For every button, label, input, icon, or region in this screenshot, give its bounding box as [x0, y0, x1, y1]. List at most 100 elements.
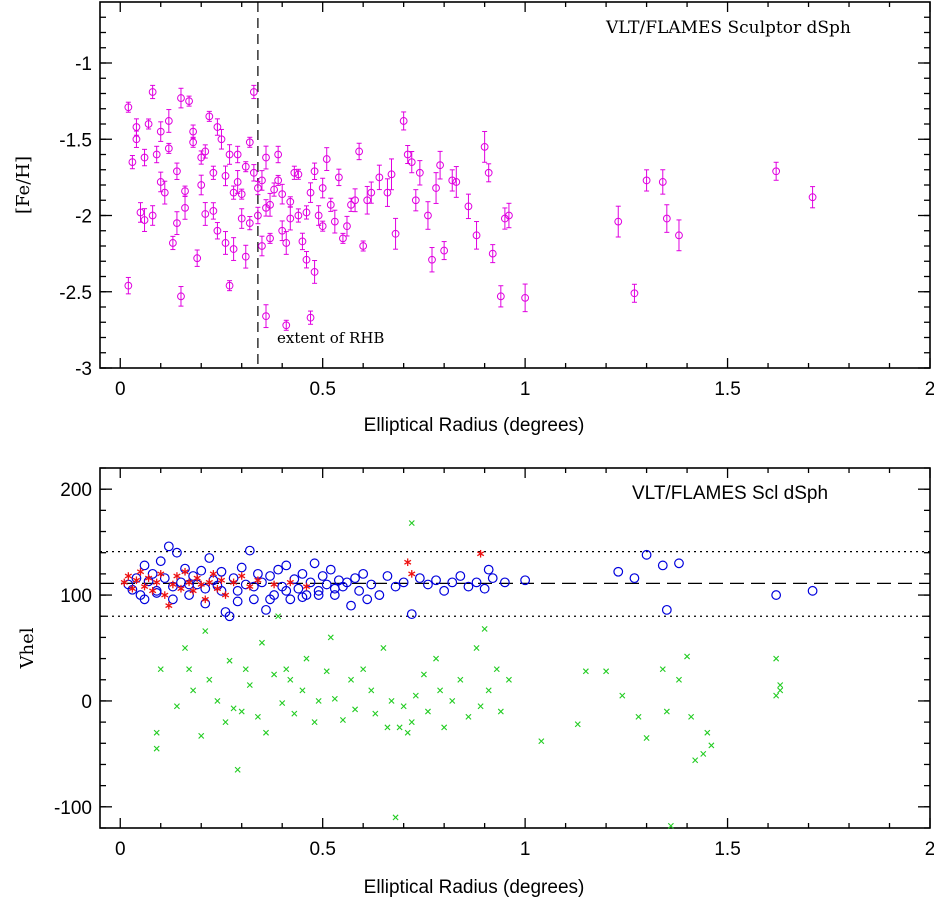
feh-marker	[464, 202, 473, 211]
feh-marker	[266, 234, 274, 243]
feh-point	[124, 276, 133, 295]
nonmember-x-marker	[202, 628, 209, 635]
feh-marker	[258, 242, 266, 250]
x-tick-label: 2	[925, 839, 934, 860]
nonmember-x-marker	[198, 732, 205, 739]
nonmember-x-marker	[700, 750, 707, 757]
feh-marker	[399, 117, 408, 125]
x-stroke	[206, 676, 213, 683]
x-stroke	[327, 634, 334, 641]
feh-marker	[177, 94, 185, 102]
nonmember-x-marker	[773, 655, 780, 662]
feh-point	[213, 222, 222, 240]
x-axis-label-bottom: Elliptical Radius (degrees)	[364, 877, 585, 898]
member-star-marker	[285, 594, 296, 605]
velocity-points	[120, 520, 818, 829]
nonmember-x-marker	[214, 697, 221, 704]
y-axis-ticks-top: -3 -2.5 -2 -1.5 -1	[59, 16, 930, 380]
nonmember-x-marker	[692, 757, 699, 764]
member-star-marker	[771, 590, 782, 600]
x-stroke	[311, 719, 318, 726]
nonmember-x-marker	[412, 692, 419, 699]
x-stroke	[283, 666, 290, 673]
member-star-marker	[447, 577, 458, 588]
feh-marker	[630, 289, 639, 298]
feh-point	[424, 201, 432, 230]
member-star-marker	[366, 579, 377, 590]
x-stroke	[360, 666, 367, 673]
feh-marker	[225, 150, 234, 159]
feh-marker	[128, 158, 137, 167]
feh-marker	[262, 153, 270, 162]
nonmember-x-marker	[258, 639, 265, 646]
x-stroke	[392, 814, 399, 821]
feh-point	[403, 145, 412, 164]
feh-marker	[262, 312, 270, 321]
x-stroke	[323, 668, 330, 675]
rhb-star-marker	[161, 591, 169, 599]
feh-marker	[314, 211, 323, 220]
star-stroke	[157, 571, 165, 577]
nonmember-x-marker	[497, 708, 504, 715]
star-stroke	[217, 577, 226, 583]
feh-marker	[658, 178, 667, 186]
feh-marker	[387, 170, 396, 179]
feh-point	[197, 150, 206, 165]
nonmember-x-marker	[368, 687, 375, 694]
x-stroke	[368, 687, 375, 694]
feh-marker	[136, 208, 145, 217]
nonmember-x-marker	[574, 721, 581, 728]
member-star-marker	[167, 594, 178, 605]
feh-marker	[675, 231, 683, 240]
feh-point	[209, 202, 218, 220]
feh-marker	[286, 197, 295, 206]
x-tick-label: 0	[115, 379, 126, 400]
x-stroke	[279, 700, 286, 707]
feh-point	[173, 162, 181, 180]
rhb-star-marker	[221, 591, 230, 599]
x-tick-label: 0.5	[309, 839, 335, 860]
member-star-marker	[342, 577, 352, 588]
member-star-marker	[641, 549, 652, 560]
x-stroke	[303, 655, 310, 662]
feh-point	[359, 240, 368, 252]
member-star-marker	[305, 577, 316, 588]
x-stroke	[352, 706, 359, 713]
feh-marker	[152, 150, 161, 159]
feh-point	[472, 221, 481, 250]
feh-marker	[282, 239, 291, 247]
feh-point	[282, 231, 291, 255]
feh-point	[254, 206, 262, 225]
feh-marker	[197, 181, 206, 189]
nonmember-x-marker	[238, 708, 245, 715]
member-star-marker	[414, 573, 425, 584]
feh-point	[217, 128, 226, 150]
feh-marker	[302, 208, 311, 217]
nonmember-x-marker	[437, 687, 444, 694]
nonmember-x-marker	[226, 657, 233, 664]
nonmember-x-marker	[667, 822, 674, 829]
feh-point	[249, 84, 258, 100]
star-stroke	[193, 575, 201, 581]
member-star-marker	[674, 558, 684, 569]
feh-point	[262, 304, 270, 329]
nonmember-x-marker	[400, 703, 407, 710]
nonmember-x-marker	[299, 687, 306, 694]
rhb-star-marker	[181, 567, 189, 576]
x-axis-ticks-top: 0 0.5 1 1.5 2	[115, 2, 934, 400]
feh-marker	[343, 222, 351, 231]
member-star-marker	[204, 553, 215, 563]
feh-point	[452, 166, 461, 198]
feh-marker	[282, 321, 291, 330]
feh-marker	[189, 127, 198, 136]
nonmember-x-marker	[352, 706, 359, 713]
nonmember-x-marker	[659, 666, 666, 673]
rhb-star-marker	[197, 580, 205, 589]
member-star-marker	[362, 594, 373, 605]
x-stroke	[643, 735, 650, 741]
feh-point	[675, 219, 683, 252]
member-star-marker	[374, 590, 385, 600]
x-stroke	[773, 692, 780, 699]
rhb-star-marker	[149, 587, 157, 595]
